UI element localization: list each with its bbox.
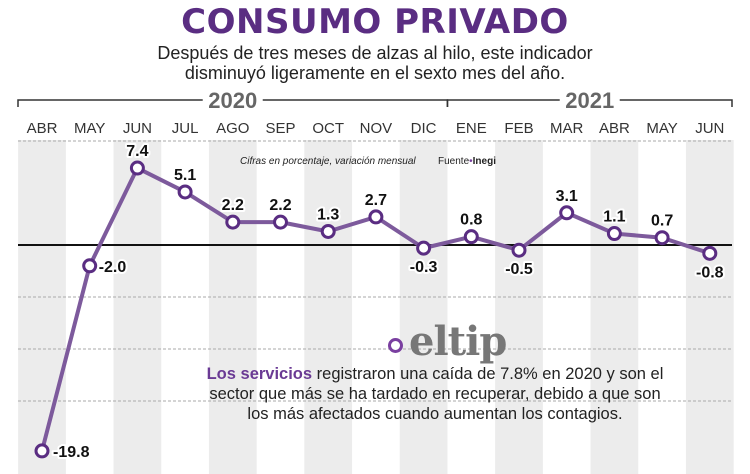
data-label: 2.7 [365,192,387,209]
source-label: Fuente [438,156,470,167]
data-label: -19.8 [53,444,90,461]
column-shade [399,140,448,474]
month-label: MAY [74,120,105,137]
data-point [702,245,718,261]
data-label: 2.2 [222,197,244,214]
year-label-bg [202,90,263,110]
logo-text: eltip [409,318,507,365]
data-point [320,223,336,239]
month-label: JUN [123,120,152,137]
subtitle: Después de tres meses de alzas al hilo, … [0,43,750,83]
month-label: JUN [695,120,724,137]
data-point [606,226,622,242]
month-label: SEP [265,120,295,137]
data-label: -2.0 [99,259,127,276]
page-title: CONSUMO PRIVADO [181,2,569,42]
month-label: MAR [550,120,584,137]
year-label-bg [559,90,620,110]
year-label: 2020 [208,88,257,113]
column-shade [208,140,257,474]
month-label: ABR [599,120,630,137]
month-label: ENE [456,120,487,137]
column-shade [18,140,66,474]
month-label: MAY [646,120,677,137]
data-point [34,443,50,459]
source-bullet-icon: • [469,156,473,167]
tip-highlight: Los servicios [206,365,313,383]
column-shade [685,140,734,474]
data-label: 2.2 [269,197,291,214]
data-label: -0.8 [696,264,724,281]
month-label: ABR [27,120,58,137]
data-point [225,214,241,230]
subtitle-line-1: Después de tres meses de alzas al hilo, … [157,43,593,63]
subtitle-line-2: disminuyó ligeramente en el sexto mes de… [184,63,566,83]
month-label: FEB [504,120,533,137]
tip-body: registraron una caída de 7.8% en 2020 y … [209,365,664,423]
data-label: 0.7 [651,213,673,230]
data-point [129,160,145,176]
data-point [368,209,384,225]
data-label: 1.1 [603,209,625,226]
eltip-logo: eltip [388,318,507,365]
source-note: Fuente•Inegi [438,156,496,167]
data-point [559,205,575,221]
year-label: 2021 [565,88,614,113]
data-label: 3.1 [556,188,578,205]
column-shade [495,140,543,474]
month-label: OCT [312,120,344,137]
chart-annotation: Cifras en porcentaje, variación mensual [240,156,416,167]
month-label: AGO [216,120,249,137]
data-label: 0.8 [460,212,482,229]
month-label: JUL [172,120,199,137]
data-point [654,230,670,246]
data-label: 5.1 [174,167,196,184]
data-label: -0.5 [505,261,533,278]
data-point [177,184,193,200]
data-label: 1.3 [317,206,339,223]
column-shade [304,140,353,474]
data-label: -0.3 [410,259,438,276]
column-shade [113,140,162,474]
column-shade [590,140,639,474]
source-name: Inegi [472,156,496,167]
data-label: 7.4 [126,143,148,160]
data-point [511,242,527,258]
tip-text: Los servicios registraron una caída de 7… [200,364,670,424]
logo-dot-icon [388,337,403,353]
month-label: NOV [360,120,393,137]
data-point [273,214,288,230]
data-point [82,258,98,274]
data-point [416,240,432,256]
month-label: DIC [411,120,437,137]
data-point [463,229,479,245]
